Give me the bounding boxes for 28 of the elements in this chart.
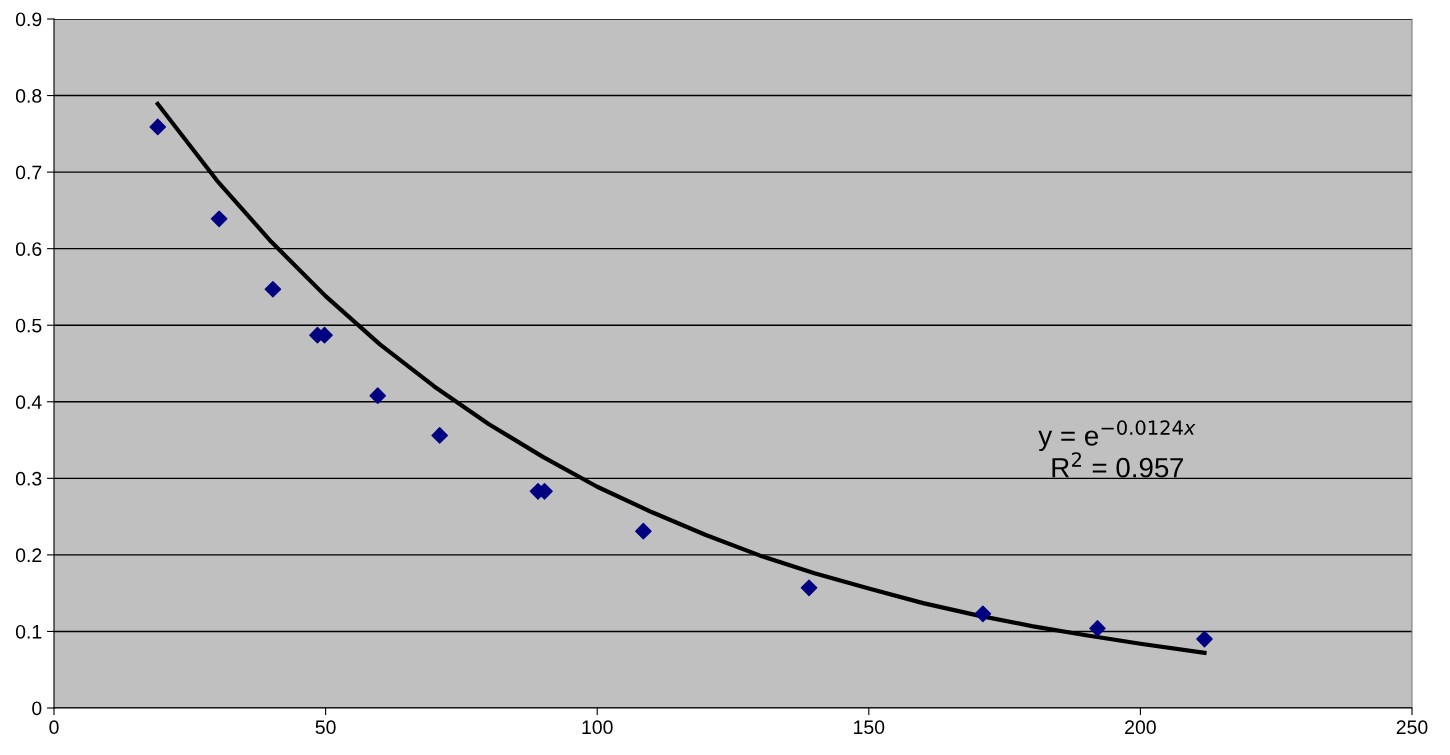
y-tick-label: 0.1 <box>15 624 42 639</box>
x-tick-label: 150 <box>854 720 885 735</box>
point <box>210 210 228 228</box>
x-tick-label: 250 <box>1396 720 1428 735</box>
point <box>149 118 167 136</box>
y-tick-label: 0.2 <box>15 548 42 563</box>
y-tick-label: 0.8 <box>15 89 42 103</box>
point <box>635 522 652 540</box>
point <box>369 387 387 404</box>
y-tick-label: 0.6 <box>15 242 42 256</box>
y-tick-label: 0.5 <box>15 318 42 333</box>
y-tick-label: 0.7 <box>15 165 42 180</box>
annotation: R$^{2}$ = 0.957 <box>1052 452 1183 478</box>
point <box>431 427 448 444</box>
x-tick-label: 100 <box>582 720 613 735</box>
point <box>264 280 282 298</box>
y-tick-label: 0.9 <box>15 12 42 27</box>
y-tick-label: 0.3 <box>15 471 42 486</box>
x-tick-label: 200 <box>1125 720 1156 735</box>
point <box>974 605 992 623</box>
point <box>1196 630 1213 648</box>
point <box>800 579 818 597</box>
y-tick-label: 0.4 <box>15 395 42 410</box>
point <box>1089 620 1106 637</box>
annotation: y = e$^{−0.0124x}$ <box>1038 420 1196 452</box>
x-tick-label: 0 <box>49 720 59 735</box>
y-tick-label: 0 <box>32 701 42 716</box>
x-tick-label: 50 <box>315 720 336 735</box>
